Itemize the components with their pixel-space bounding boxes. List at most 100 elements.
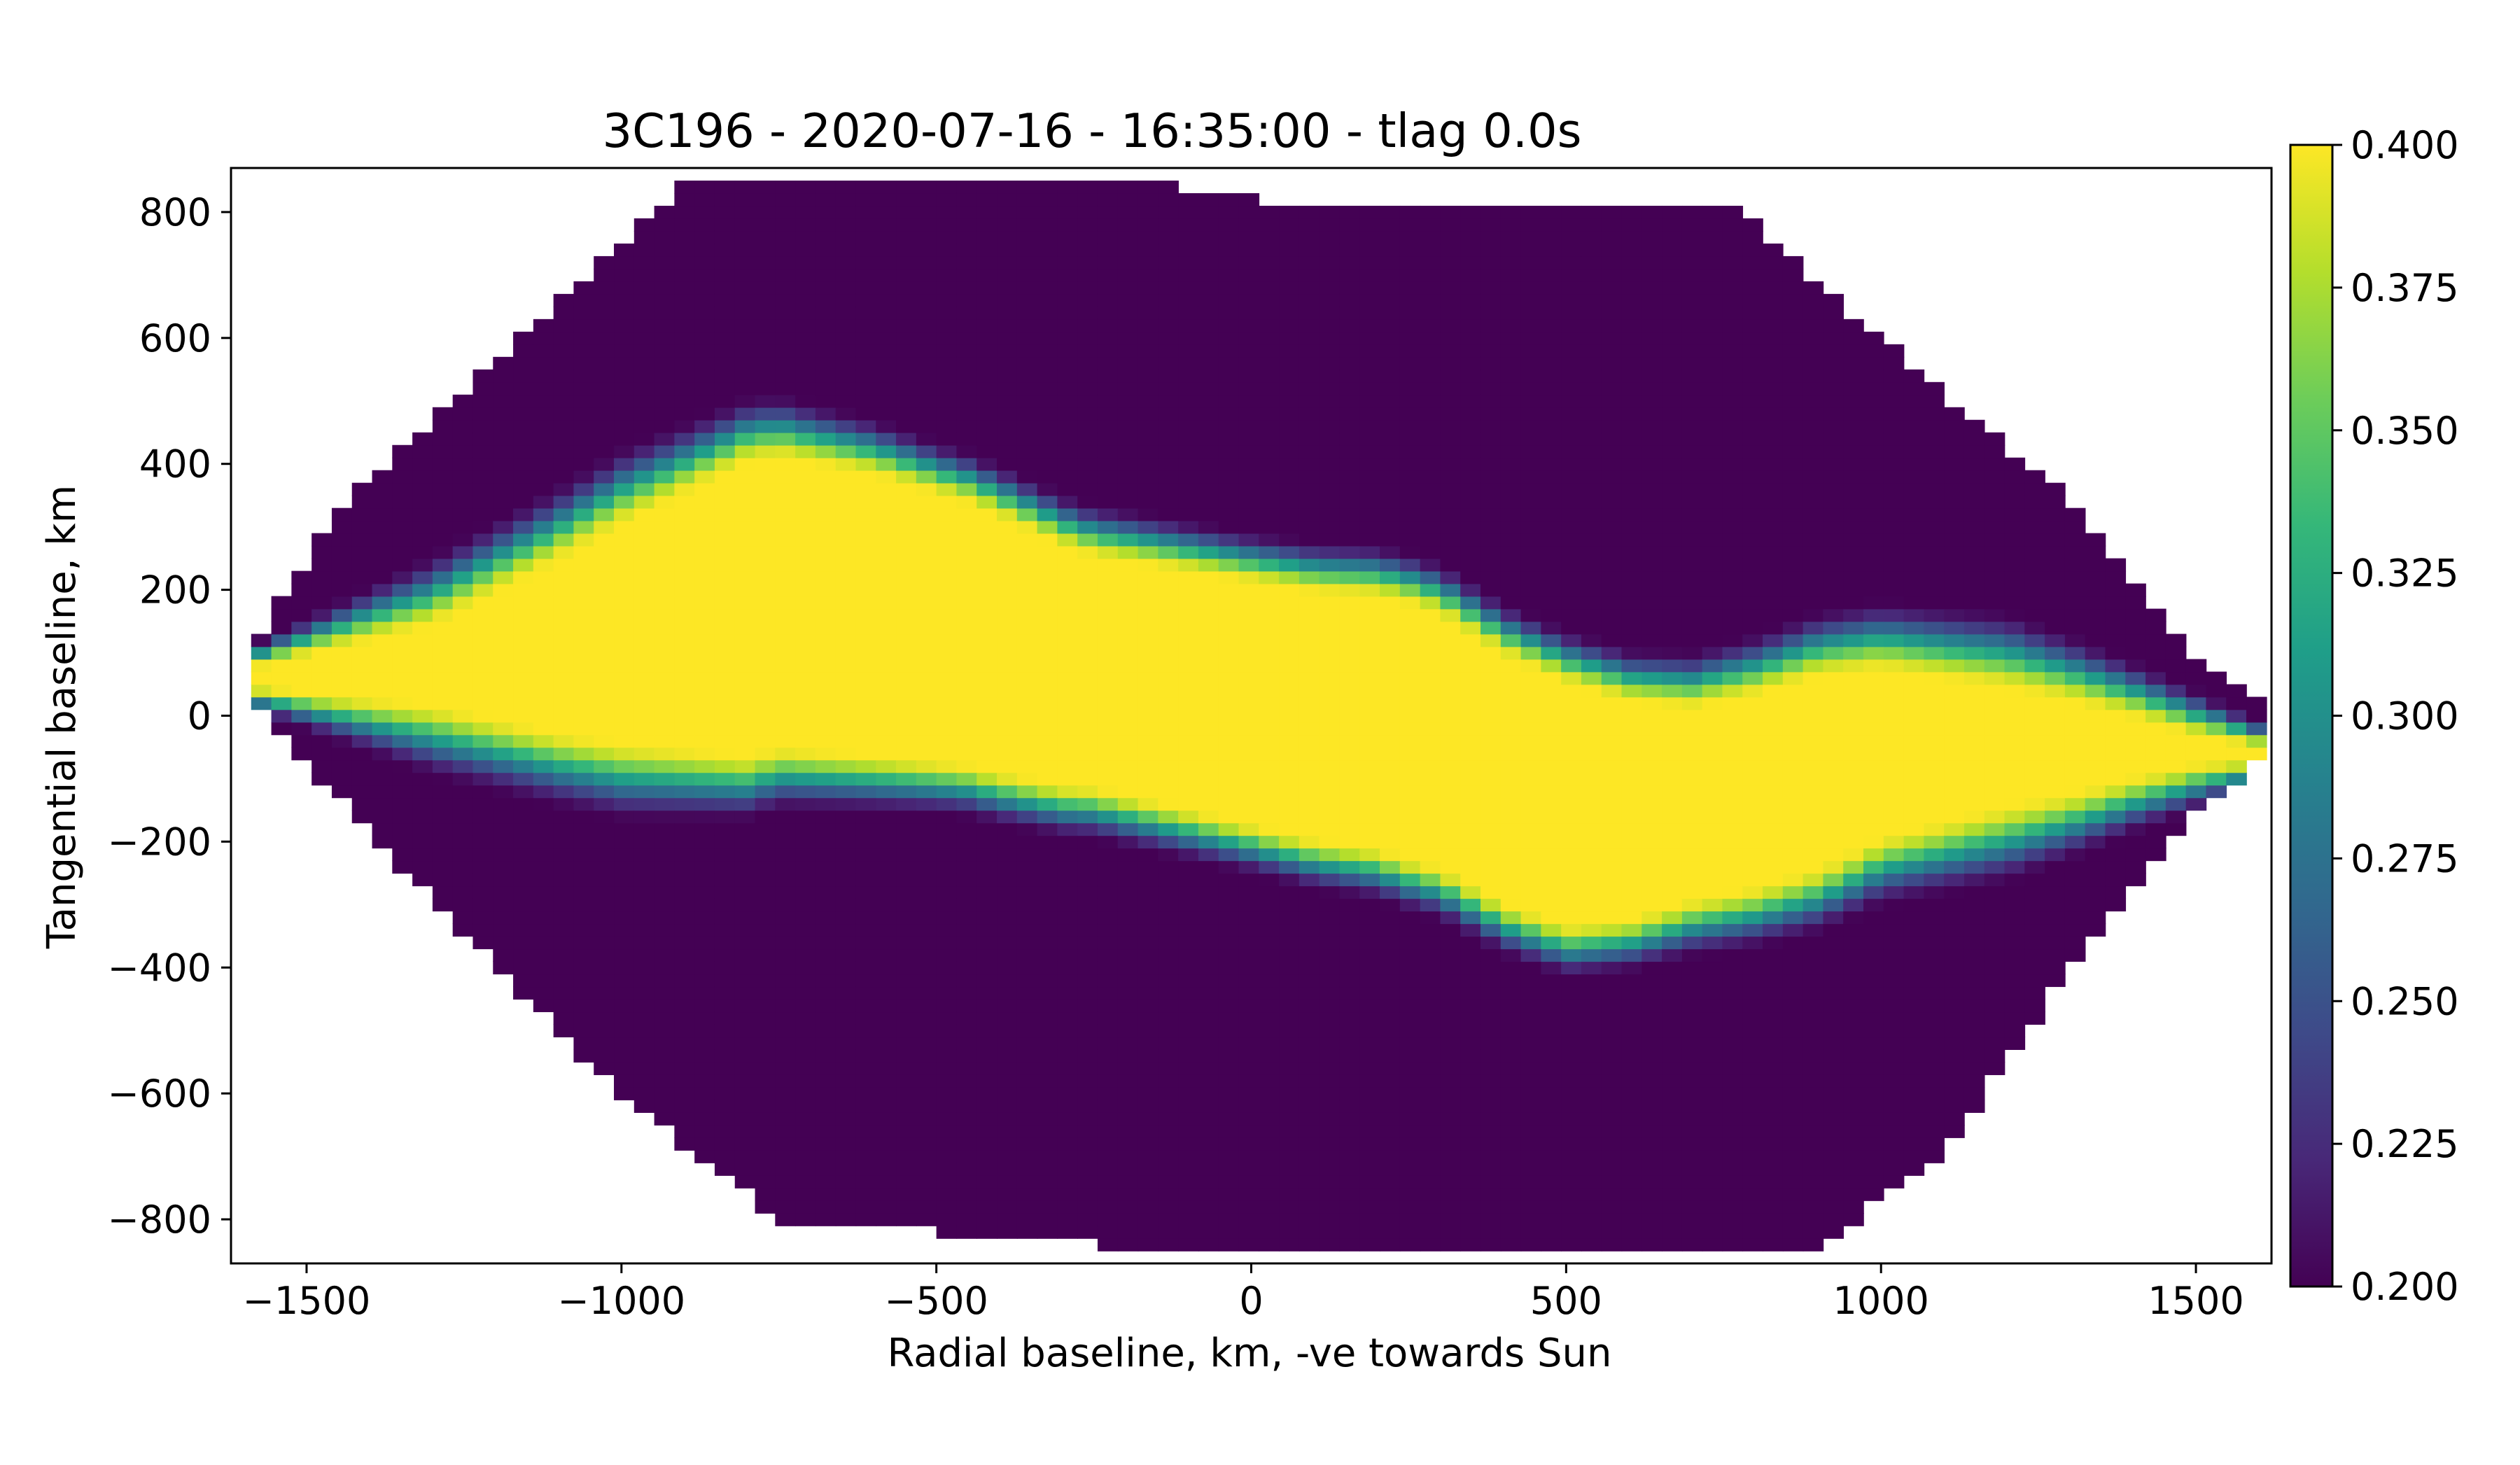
heatmap-cell xyxy=(916,495,937,509)
heatmap-cell xyxy=(1642,1125,1662,1138)
heatmap-cell xyxy=(1662,1062,1683,1075)
heatmap-cell xyxy=(291,734,312,748)
heatmap-cell xyxy=(1037,646,1058,660)
heatmap-cell xyxy=(1077,268,1098,282)
heatmap-cell xyxy=(1057,810,1078,824)
heatmap-cell xyxy=(815,1150,836,1163)
heatmap-cell xyxy=(573,293,595,307)
heatmap-cell xyxy=(1500,684,1522,698)
heatmap-cell xyxy=(1621,785,1643,799)
heatmap-cell xyxy=(835,659,857,673)
heatmap-cell xyxy=(775,444,796,458)
heatmap-cell xyxy=(1440,1112,1461,1126)
heatmap-cell xyxy=(997,255,1018,269)
heatmap-cell xyxy=(1420,1163,1441,1176)
heatmap-cell xyxy=(452,570,474,584)
heatmap-cell xyxy=(1138,583,1159,597)
heatmap-cell xyxy=(1259,873,1280,887)
heatmap-cell xyxy=(876,948,897,962)
heatmap-cell xyxy=(876,1150,897,1163)
heatmap-cell xyxy=(654,520,676,534)
heatmap-cell xyxy=(1460,810,1481,824)
heatmap-cell xyxy=(1158,444,1179,458)
heatmap-cell xyxy=(1259,218,1280,232)
heatmap-cell xyxy=(1581,999,1602,1013)
heatmap-cell xyxy=(714,1074,736,1088)
heatmap-cell xyxy=(392,621,413,635)
heatmap-cell xyxy=(1238,1087,1260,1100)
heatmap-cell xyxy=(896,369,917,383)
heatmap-cell xyxy=(1037,633,1058,647)
heatmap-cell xyxy=(291,621,312,635)
heatmap-cell xyxy=(674,558,695,572)
heatmap-cell xyxy=(694,419,715,433)
heatmap-cell xyxy=(1238,293,1260,307)
heatmap-cell xyxy=(1077,1137,1098,1151)
heatmap-cell xyxy=(815,1062,836,1075)
heatmap-cell xyxy=(472,885,494,899)
heatmap-cell xyxy=(1138,381,1159,395)
heatmap-cell xyxy=(1178,608,1199,622)
heatmap-cell xyxy=(1541,759,1562,773)
heatmap-cell xyxy=(1279,457,1300,471)
heatmap-cell xyxy=(1298,381,1320,395)
heatmap-cell xyxy=(1520,281,1542,295)
heatmap-cell xyxy=(1561,974,1582,988)
heatmap-cell xyxy=(714,596,736,610)
heatmap-cell xyxy=(1298,432,1320,446)
heatmap-cell xyxy=(1399,482,1421,496)
heatmap-cell xyxy=(1581,495,1602,509)
heatmap-cell xyxy=(1581,596,1602,610)
heatmap-cell xyxy=(1117,646,1139,660)
heatmap-cell xyxy=(452,885,474,899)
heatmap-cell xyxy=(1561,1037,1582,1050)
heatmap-cell xyxy=(1621,911,1643,925)
heatmap-cell xyxy=(1601,684,1623,698)
heatmap-cell xyxy=(1198,394,1219,408)
heatmap-cell xyxy=(1561,835,1582,849)
heatmap-cell xyxy=(1480,381,1502,395)
heatmap-cell xyxy=(1621,999,1643,1013)
heatmap-cell xyxy=(976,507,997,521)
heatmap-cell xyxy=(1158,293,1179,307)
heatmap-cell xyxy=(1158,1188,1179,1201)
heatmap-cell xyxy=(1520,381,1542,395)
heatmap-cell xyxy=(1198,1200,1219,1214)
heatmap-cell xyxy=(1541,495,1562,509)
heatmap-cell xyxy=(936,810,958,824)
heatmap-cell xyxy=(1380,394,1401,408)
heatmap-cell xyxy=(1460,583,1481,597)
heatmap-cell xyxy=(1158,470,1179,484)
heatmap-cell xyxy=(1279,860,1300,874)
heatmap-cell xyxy=(1480,369,1502,383)
heatmap-cell xyxy=(1520,470,1542,484)
heatmap-cell xyxy=(1460,306,1481,320)
heatmap-cell xyxy=(1359,230,1380,244)
heatmap-cell xyxy=(815,318,836,332)
heatmap-cell xyxy=(1016,180,1038,194)
heatmap-cell xyxy=(755,482,776,496)
heatmap-cell xyxy=(1238,457,1260,471)
heatmap-cell xyxy=(1037,432,1058,446)
heatmap-cell xyxy=(795,999,816,1013)
heatmap-cell xyxy=(614,696,635,710)
heatmap-cell xyxy=(1380,293,1401,307)
heatmap-cell xyxy=(1581,772,1602,786)
heatmap-cell xyxy=(412,432,433,446)
heatmap-cell xyxy=(674,797,695,811)
heatmap-cell xyxy=(1581,457,1602,471)
heatmap-cell xyxy=(775,482,796,496)
heatmap-cell xyxy=(714,255,736,269)
heatmap-cell xyxy=(1561,1125,1582,1138)
heatmap-cell xyxy=(452,633,474,647)
heatmap-cell xyxy=(714,344,736,358)
heatmap-cell xyxy=(1399,1163,1421,1176)
heatmap-cell xyxy=(634,444,655,458)
heatmap-cell xyxy=(1057,533,1078,547)
heatmap-cell xyxy=(896,192,917,206)
heatmap-cell xyxy=(1298,558,1320,572)
heatmap-cell xyxy=(916,545,937,559)
heatmap-cell xyxy=(1581,1087,1602,1100)
heatmap-cell xyxy=(1339,394,1361,408)
heatmap-cell xyxy=(1158,822,1179,836)
